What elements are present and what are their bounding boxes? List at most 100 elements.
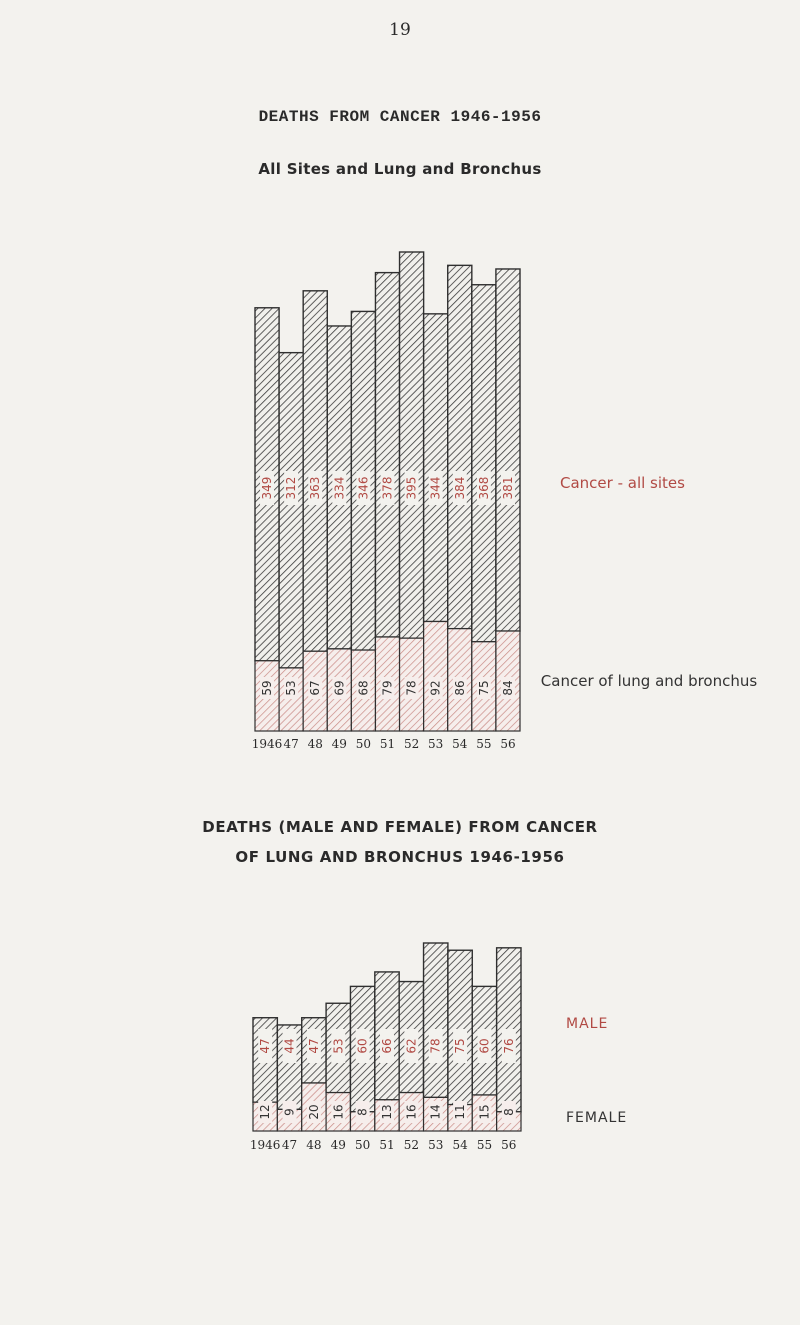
value-label-lower-49: 69 <box>332 680 346 695</box>
bar-upper-52 <box>398 251 425 639</box>
value-label-lower-53: 14 <box>429 1104 443 1119</box>
value-label-upper-49: 53 <box>331 1038 345 1053</box>
value-label-bg-lower-50 <box>356 677 371 699</box>
x-tick-48: 48 <box>308 737 323 751</box>
value-label-bg-lower-48 <box>306 1101 321 1123</box>
value-label-lower-53: 92 <box>429 680 443 695</box>
x-tick-54: 54 <box>452 737 468 751</box>
x-tick-51: 51 <box>379 1138 394 1152</box>
legend-female: FEMALE <box>566 1110 628 1126</box>
value-label-bg-lower-51 <box>380 1101 394 1123</box>
value-label-bg-upper-55 <box>477 1029 492 1063</box>
value-label-lower-50: 68 <box>356 680 370 695</box>
value-label-upper-47: 44 <box>283 1038 297 1053</box>
value-label-bg-upper-53 <box>428 1029 443 1063</box>
x-tick-49: 49 <box>332 737 347 751</box>
value-label-bg-lower-48 <box>308 677 323 699</box>
value-label-upper-55: 60 <box>477 1038 491 1053</box>
value-label-lower-54: 11 <box>453 1104 467 1119</box>
value-label-upper-48: 47 <box>307 1038 321 1053</box>
value-label-bg-upper-1946 <box>258 1029 273 1063</box>
x-tick-52: 52 <box>404 1138 419 1152</box>
value-label-bg-upper-52 <box>404 1029 419 1063</box>
value-label-upper-51: 66 <box>380 1038 394 1053</box>
value-label-lower-47: 9 <box>283 1108 297 1116</box>
value-label-bg-upper-48 <box>308 471 323 505</box>
value-label-lower-1946: 59 <box>260 680 274 695</box>
value-label-lower-49: 16 <box>331 1104 345 1119</box>
value-label-bg-lower-51 <box>380 677 395 699</box>
value-label-bg-lower-55 <box>476 677 491 699</box>
x-tick-52: 52 <box>404 737 419 751</box>
value-label-lower-56: 84 <box>501 680 515 695</box>
value-label-upper-47: 312 <box>284 477 298 500</box>
value-label-upper-50: 60 <box>356 1038 370 1053</box>
x-tick-55: 55 <box>476 737 491 751</box>
value-label-bg-upper-55 <box>476 471 491 505</box>
value-label-bg-upper-51 <box>380 1029 394 1063</box>
legend-male: MALE <box>566 1016 609 1032</box>
x-tick-47: 47 <box>283 737 298 751</box>
bar-upper-53 <box>422 313 449 623</box>
x-tick-48: 48 <box>306 1138 321 1152</box>
value-label-bg-lower-49 <box>332 677 347 699</box>
x-tick-47: 47 <box>282 1138 297 1152</box>
value-label-lower-54: 86 <box>453 680 467 695</box>
value-label-bg-lower-55 <box>477 1101 492 1123</box>
x-tick-53: 53 <box>428 737 443 751</box>
page-number: 19 <box>389 20 411 40</box>
value-label-upper-49: 334 <box>332 477 346 500</box>
value-label-bg-lower-1946 <box>260 677 275 699</box>
value-label-bg-upper-47 <box>284 471 299 505</box>
value-label-upper-54: 75 <box>453 1038 467 1053</box>
value-label-lower-51: 79 <box>381 680 395 695</box>
value-label-upper-56: 381 <box>501 477 515 500</box>
chart2-title-line2: OF LUNG AND BRONCHUS 1946-1956 <box>235 848 565 866</box>
value-label-upper-51: 378 <box>381 477 395 500</box>
chart2-title-line1: DEATHS (MALE AND FEMALE) FROM CANCER <box>202 818 598 836</box>
value-label-upper-56: 76 <box>502 1038 516 1053</box>
value-label-bg-upper-56 <box>501 1029 516 1063</box>
value-label-bg-lower-53 <box>428 677 443 699</box>
value-label-lower-50: 8 <box>356 1108 370 1116</box>
value-label-bg-lower-49 <box>331 1101 346 1123</box>
value-label-bg-upper-56 <box>500 471 515 505</box>
value-label-bg-upper-49 <box>332 471 347 505</box>
value-label-upper-1946: 47 <box>258 1038 272 1053</box>
value-label-bg-lower-47 <box>284 677 299 699</box>
value-label-bg-lower-50 <box>355 1101 370 1123</box>
value-label-bg-lower-56 <box>501 1101 516 1123</box>
value-label-bg-lower-52 <box>404 677 419 699</box>
x-tick-54: 54 <box>452 1138 468 1152</box>
x-tick-50: 50 <box>355 1138 370 1152</box>
value-label-lower-47: 53 <box>284 680 298 695</box>
bar-upper-56 <box>495 268 521 632</box>
chart1-cancer-deaths: 349 59 1946 312 53 47 363 67 48 334 69 49 346 68 50 378… <box>252 251 521 751</box>
value-label-lower-55: 15 <box>477 1104 491 1119</box>
bar-lower-53 <box>423 620 449 732</box>
bar-upper-48 <box>301 1017 327 1084</box>
value-label-bg-lower-53 <box>428 1101 443 1123</box>
value-label-bg-upper-1946 <box>260 471 275 505</box>
value-label-bg-upper-50 <box>355 1029 370 1063</box>
value-label-lower-52: 16 <box>404 1104 418 1119</box>
value-label-lower-1946: 12 <box>258 1104 272 1119</box>
value-label-bg-upper-54 <box>453 1029 468 1063</box>
value-label-bg-upper-52 <box>404 471 419 505</box>
value-label-bg-upper-54 <box>452 471 467 505</box>
value-label-bg-lower-47 <box>282 1101 297 1123</box>
x-tick-55: 55 <box>477 1138 492 1152</box>
x-tick-56: 56 <box>500 737 515 751</box>
x-tick-56: 56 <box>501 1138 516 1152</box>
value-label-bg-upper-47 <box>282 1029 297 1063</box>
chart1-subtitle: All Sites and Lung and Bronchus <box>258 160 542 178</box>
value-label-lower-56: 8 <box>502 1108 516 1116</box>
chart1-title: DEATHS FROM CANCER 1946-1956 <box>258 108 542 126</box>
value-label-upper-50: 346 <box>356 477 370 500</box>
x-tick-1946: 1946 <box>250 1138 281 1152</box>
value-label-bg-lower-52 <box>404 1101 419 1123</box>
x-tick-49: 49 <box>331 1138 346 1152</box>
value-label-upper-48: 363 <box>308 477 322 500</box>
value-label-lower-48: 20 <box>307 1104 321 1119</box>
